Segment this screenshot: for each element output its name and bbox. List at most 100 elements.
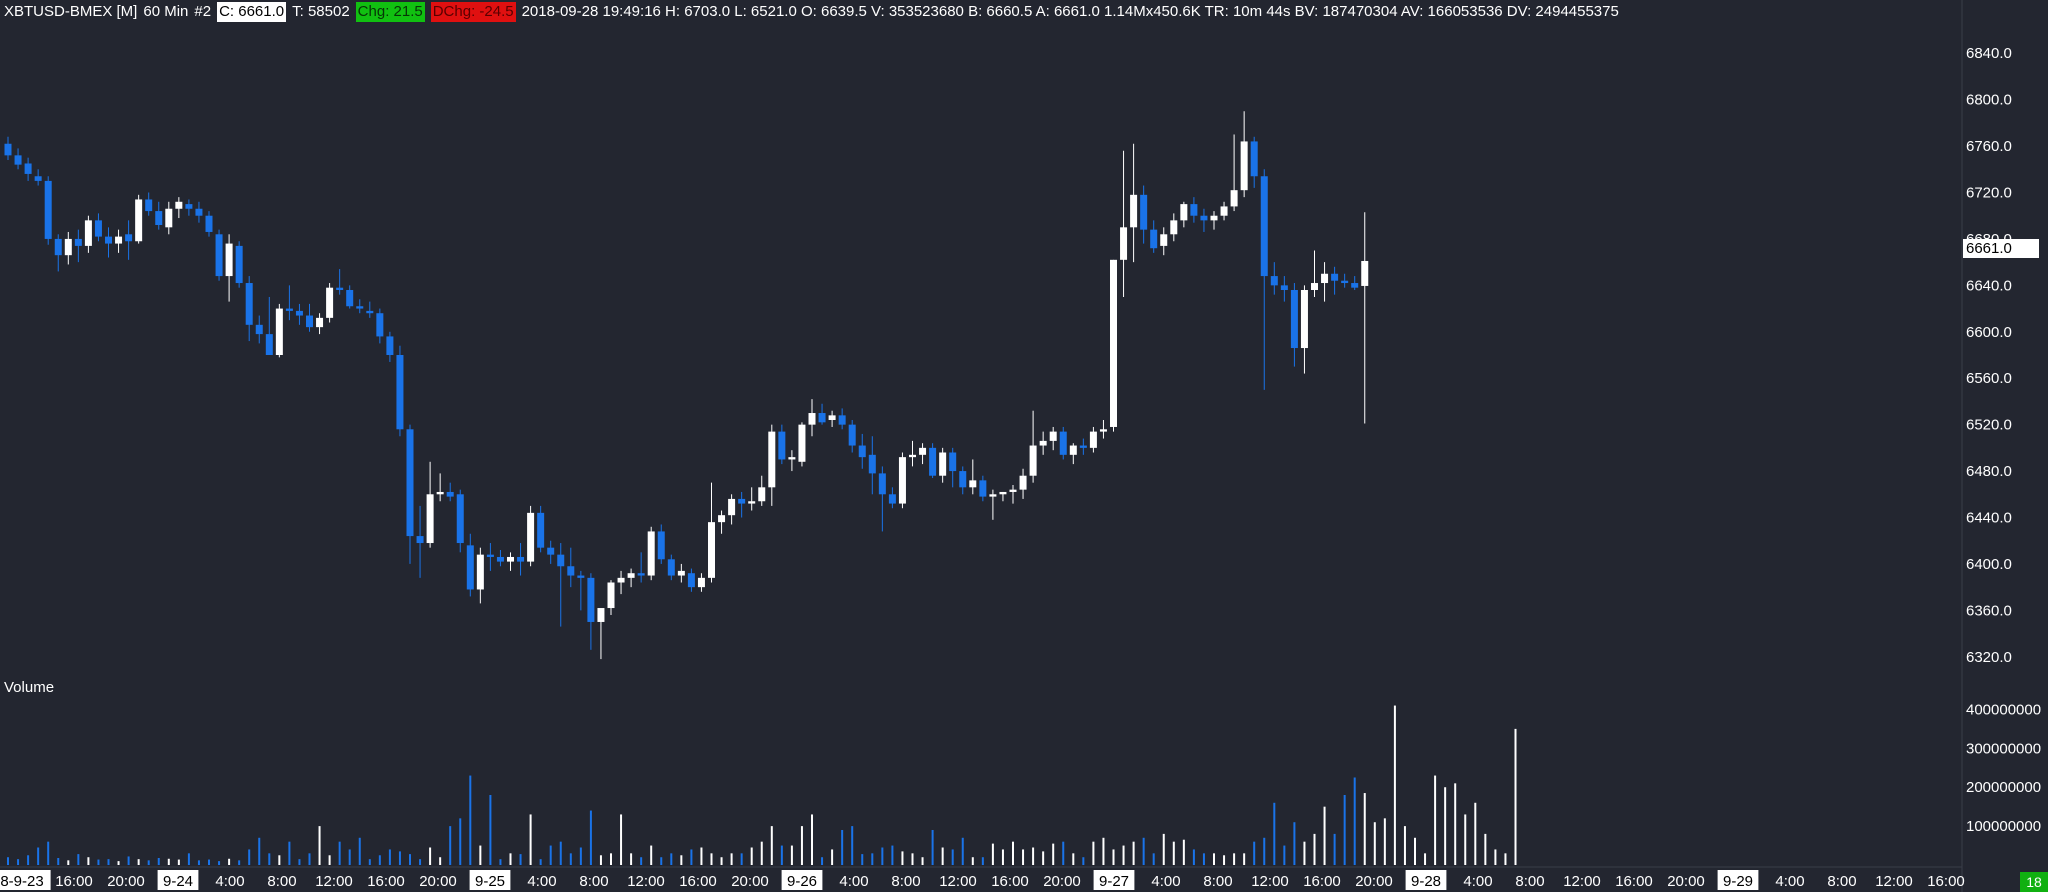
time-axis-tick-label: 9-29	[1723, 873, 1753, 890]
volume-bar	[1333, 833, 1336, 865]
candle-body	[366, 310, 374, 314]
candle-body	[1280, 285, 1288, 290]
volume-bar	[1414, 837, 1416, 865]
candle-body	[1290, 290, 1298, 349]
chart-header: XBTUSD-BMEX [M] 60 Min #2 C: 6661.0 T: 5…	[4, 2, 1619, 22]
candle-body	[788, 457, 796, 460]
volume-bar	[318, 826, 321, 865]
volume-bar	[7, 857, 9, 865]
candle-body	[1099, 429, 1107, 432]
volume-bar	[187, 853, 190, 865]
volume-bar	[750, 847, 753, 865]
candle-body	[1220, 206, 1228, 216]
volume-bar	[760, 841, 763, 865]
time-axis-tick-label: 8:00	[891, 873, 920, 890]
candle-body	[1059, 431, 1067, 455]
time-axis-tick-label: 4:00	[1775, 873, 1804, 890]
candle-body	[999, 491, 1007, 495]
volume-bar	[630, 853, 633, 865]
volume-bar	[308, 853, 311, 865]
candle-body	[728, 498, 736, 516]
volume-pane-label: Volume	[4, 679, 55, 696]
price-axis-tick-label: 6360.0	[1966, 602, 2012, 619]
candle-body	[466, 545, 474, 590]
price-axis-tick-label: 6640.0	[1966, 277, 2012, 294]
candle-body	[597, 608, 605, 622]
volume-bar	[258, 837, 261, 865]
candle-body	[637, 573, 645, 576]
candle-body	[1069, 445, 1077, 455]
candle-body	[1150, 229, 1158, 249]
candle-body	[838, 415, 846, 425]
volume-bar	[1172, 841, 1175, 865]
volume-bar	[1202, 853, 1205, 865]
candle-body	[909, 454, 916, 458]
volume-bar	[17, 859, 20, 865]
volume-bar	[589, 810, 592, 865]
volume-bar	[871, 853, 874, 865]
volume-bar	[1373, 822, 1376, 865]
candle-body	[798, 424, 806, 462]
time-axis-tick-label: 4:00	[527, 873, 556, 890]
time-axis-tick-label: 8:00	[267, 873, 296, 890]
time-axis-tick-label: 16:00	[991, 873, 1029, 890]
volume-bar	[951, 849, 954, 865]
volume-bar	[579, 847, 582, 865]
candle-body	[979, 480, 987, 497]
volume-bar	[388, 849, 391, 865]
volume-bar	[419, 859, 422, 865]
candle-body	[1351, 283, 1359, 288]
candle-body	[416, 536, 424, 544]
volume-axis-tick-label: 300000000	[1966, 740, 2041, 757]
volume-bar	[841, 830, 844, 865]
volume-bar	[811, 814, 813, 865]
candle-body	[195, 208, 203, 216]
price-axis-tick-label: 6800.0	[1966, 92, 2012, 109]
candle-body	[1180, 204, 1188, 221]
volume-bar	[740, 853, 743, 865]
time-axis-tick-label: 16:00	[679, 873, 717, 890]
volume-bar	[268, 853, 271, 865]
candle-body	[959, 471, 967, 488]
candle-body	[627, 573, 635, 578]
candle-body	[295, 310, 303, 316]
date-label-highlight	[1093, 870, 1135, 890]
time-axis-tick-label: 12:00	[1251, 873, 1289, 890]
candle-body	[346, 290, 354, 307]
volume-bar	[991, 843, 994, 865]
time-axis-tick-label: 16:00	[55, 873, 93, 890]
candle-body	[1120, 227, 1128, 260]
candle-body	[64, 238, 72, 256]
volume-bar	[489, 795, 492, 865]
candle-body	[376, 313, 384, 337]
time-axis-tick-label: 8:00	[579, 873, 608, 890]
volume-bar	[218, 861, 221, 865]
candle-body	[175, 201, 183, 209]
volume-bar	[1243, 853, 1246, 865]
candle-body	[476, 554, 484, 590]
candle-body	[316, 317, 324, 328]
volume-bar	[680, 855, 683, 865]
candle-body	[718, 515, 726, 523]
volume-bar	[1102, 837, 1105, 865]
candle-body	[708, 522, 715, 578]
candle-body	[1140, 194, 1148, 230]
time-axis-tick-label: 9-26	[787, 873, 817, 890]
volume-bar	[1213, 853, 1215, 865]
volume-bar	[1424, 853, 1427, 865]
time-axis-tick-label: 16:00	[1615, 873, 1653, 890]
time-axis-tick-label: 12:00	[627, 873, 665, 890]
volume-axis-tick-label: 400000000	[1966, 701, 2041, 718]
time-axis-tick-label: 4:00	[215, 873, 244, 890]
candle-body	[1170, 220, 1178, 235]
time-axis-tick-label: 8:00	[1515, 873, 1544, 890]
candle-body	[306, 315, 313, 328]
volume-bar	[197, 860, 200, 865]
candle-body	[748, 501, 756, 504]
volume-bar	[700, 847, 703, 865]
volume-bar	[569, 853, 572, 865]
candle-body	[989, 494, 997, 497]
close-value: C: 6661.0	[217, 2, 287, 22]
time-axis-tick-label: 20:00	[107, 873, 145, 890]
candle-body	[1039, 440, 1047, 446]
